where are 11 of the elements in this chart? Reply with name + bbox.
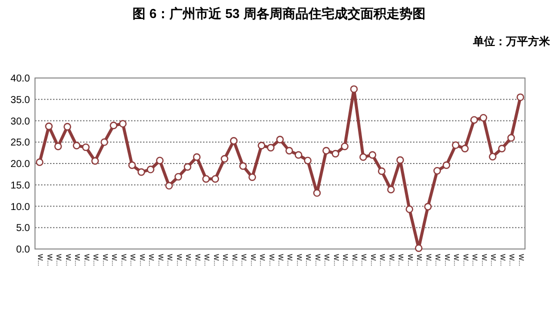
y-tick-label: 10.0 [10,202,30,213]
y-tick-label: 25.0 [10,138,30,149]
y-tick-label: 0.0 [16,244,30,256]
y-tick-label: 5.0 [16,223,30,234]
y-tick-label: 20.0 [10,159,30,170]
y-tick-label: 15.0 [10,180,30,192]
y-axis-title: 单位：万平方米 [472,35,551,48]
y-tick-label: 30.0 [10,116,30,128]
chart-title: 图 6：广州市近 53 周各周商品住宅成交面积走势图 [132,6,426,21]
y-tick-label: 35.0 [10,94,30,106]
y-tick-label: 40.0 [10,74,30,84]
